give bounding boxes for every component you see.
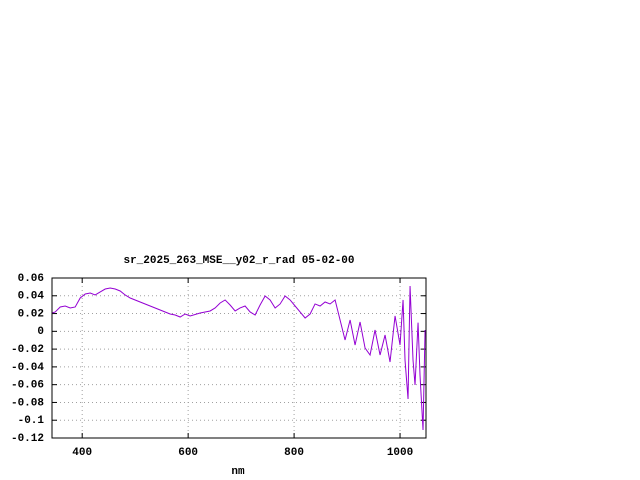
x-tick-label: 1000	[387, 447, 413, 459]
x-axis-label: nm	[231, 466, 245, 478]
y-tick-label: -0.1	[18, 415, 45, 427]
plot-frame	[51, 277, 427, 439]
x-tick-label: 800	[284, 447, 304, 459]
y-tick-label: -0.02	[11, 344, 44, 356]
y-tick-label: 0.02	[18, 308, 44, 320]
y-tick-label: -0.04	[11, 362, 44, 374]
chart-title: sr_2025_263_MSE__y02_r_rad 05-02-00	[123, 255, 354, 267]
y-tick-label: 0.04	[18, 291, 45, 303]
x-tick-label: 600	[178, 447, 198, 459]
y-tick-label: 0.06	[18, 273, 44, 285]
x-tick-label: 400	[72, 447, 92, 459]
y-tick-label: -0.06	[11, 380, 44, 392]
data-line	[52, 285, 426, 431]
y-tick-label: 0	[37, 326, 44, 338]
y-tick-label: -0.08	[11, 397, 44, 409]
y-tick-label: -0.12	[11, 433, 44, 445]
